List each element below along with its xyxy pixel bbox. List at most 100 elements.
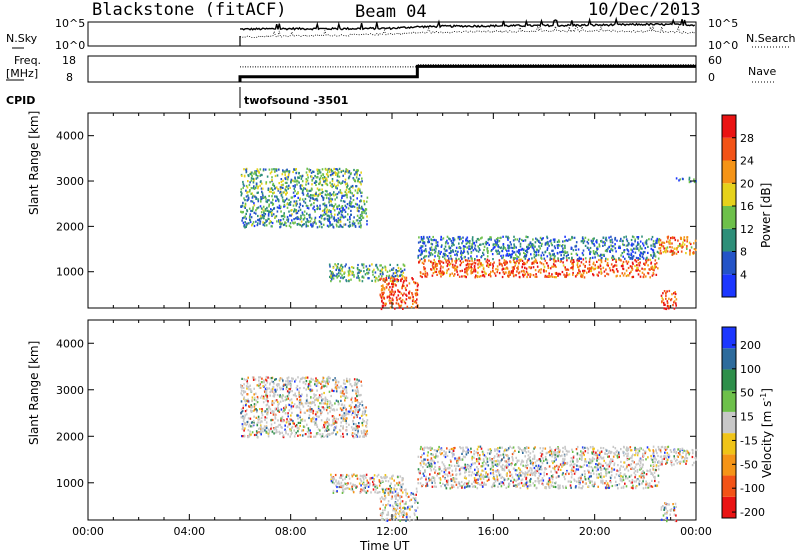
power-cell [315, 222, 317, 225]
velocity-cell [240, 385, 242, 388]
power-cell [654, 263, 656, 266]
power-cell [652, 249, 655, 252]
power-cell [440, 271, 442, 274]
velocity-cell [367, 485, 370, 488]
power-cell [390, 300, 392, 303]
velocity-cell [300, 400, 302, 403]
power-cell [524, 273, 527, 276]
velocity-cell [347, 487, 349, 490]
velocity-cell [340, 399, 342, 402]
power-cell [271, 221, 274, 225]
velocity-cell [351, 473, 353, 476]
power-cell [562, 250, 564, 253]
power-cell [444, 242, 447, 245]
power-cell [353, 173, 356, 176]
velocity-cell [397, 512, 400, 515]
velocity-cell [299, 398, 301, 401]
power-cell [524, 239, 527, 242]
power-cell [310, 171, 313, 174]
power-cell [630, 252, 633, 255]
power-cell [427, 241, 429, 244]
velocity-cell [366, 422, 368, 425]
power-cell [272, 188, 274, 192]
power-cell [302, 218, 305, 221]
power-cell [622, 240, 624, 243]
velocity-cell [410, 492, 413, 495]
velocity-cell [343, 394, 345, 398]
power-cell [645, 275, 647, 278]
velocity-cell [318, 394, 321, 397]
power-cell [525, 253, 528, 257]
power-cell [686, 247, 688, 250]
velocity-cell [361, 421, 363, 425]
power-cell [275, 199, 277, 202]
power-cell [339, 272, 342, 275]
power-cell [618, 258, 621, 261]
power-cell [553, 252, 555, 255]
velocity-cell [405, 494, 407, 497]
power-cell [563, 273, 565, 276]
power-cell [675, 252, 678, 255]
power-cell [286, 181, 288, 184]
power-cell [630, 248, 632, 251]
power-cell [312, 197, 314, 200]
velocity-cell [358, 379, 360, 382]
power-cell [501, 275, 504, 279]
power-cell [261, 190, 263, 193]
velocity-cell [360, 393, 362, 397]
power-cell [350, 197, 352, 200]
velocity-cell [284, 428, 286, 431]
velocity-cell [503, 483, 505, 486]
power-cell [594, 267, 596, 270]
velocity-cell [285, 430, 287, 433]
power-cell [449, 251, 452, 255]
velocity-cell [265, 389, 268, 392]
velocity-cell [364, 412, 366, 416]
power-cell [259, 198, 262, 201]
velocity-cell [312, 412, 314, 415]
velocity-cell [356, 395, 358, 398]
velocity-cell [356, 381, 359, 384]
velocity-cell [373, 474, 376, 477]
power-cell [563, 240, 566, 243]
power-cell [626, 262, 629, 265]
power-cell [627, 250, 630, 253]
velocity-cell [250, 421, 253, 424]
velocity-cell [398, 495, 401, 498]
power-cell [351, 205, 353, 208]
power-cell [398, 304, 400, 307]
power-cell [663, 301, 665, 304]
power-cell [382, 295, 384, 298]
power-cell [396, 274, 398, 277]
power-cell [356, 276, 358, 279]
power-cell [324, 204, 326, 207]
power-cell [382, 286, 384, 289]
power-cell [546, 275, 548, 278]
power-cell [340, 206, 343, 209]
velocity-cell [254, 408, 256, 411]
power-cell [246, 199, 249, 202]
power-cell [360, 226, 362, 229]
power-cell [406, 284, 408, 287]
power-cell [533, 253, 535, 256]
velocity-cell [479, 483, 481, 486]
power-cell [451, 260, 453, 263]
power-cell [335, 173, 337, 176]
power-cell [325, 179, 327, 182]
power-cell [350, 185, 352, 188]
velocity-cell [354, 382, 356, 385]
power-cell [523, 261, 525, 264]
velocity-cell [327, 433, 329, 436]
power-cell [307, 182, 310, 185]
power-cell [482, 242, 484, 246]
velocity-cell [344, 419, 346, 422]
velocity-cell [241, 393, 244, 397]
power-cell [261, 173, 263, 177]
power-cell [242, 201, 244, 204]
power-cell [435, 239, 437, 242]
power-cell [460, 262, 463, 265]
velocity-cell [405, 488, 407, 491]
velocity-cell [309, 410, 312, 413]
power-cell [356, 209, 359, 212]
power-cell [535, 275, 538, 278]
